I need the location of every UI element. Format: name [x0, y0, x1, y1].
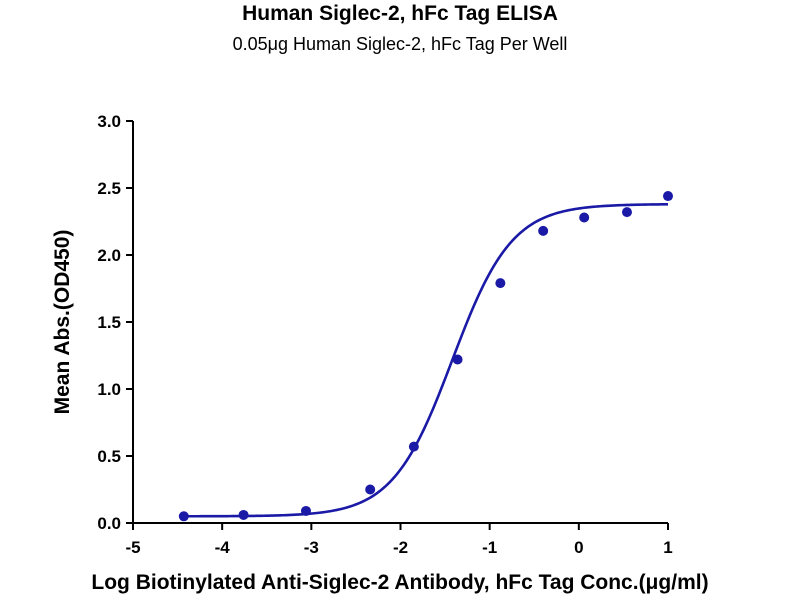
data-points: [178, 191, 673, 522]
y-tick-label: 0.0: [97, 514, 121, 533]
data-point: [579, 212, 590, 223]
y-tick-label: 3.0: [97, 112, 121, 131]
data-point: [408, 441, 419, 452]
y-tick-label: 2.0: [97, 246, 121, 265]
axes: [126, 120, 669, 530]
data-point: [663, 191, 673, 202]
data-point: [300, 505, 311, 516]
data-point: [238, 509, 249, 520]
y-axis-label: Mean Abs.(OD450): [51, 230, 74, 415]
tick-labels: -5 -4 -3 -2 -1 0 1 0.0 0.5 1.0 1.5 2.0 2.5 3.0: [97, 112, 672, 557]
data-point: [621, 207, 632, 218]
y-tick-label: 1.0: [97, 380, 121, 399]
chart-title: Human Siglec-2, hFc Tag ELISA: [242, 2, 558, 25]
x-tick-label: -1: [482, 538, 497, 557]
fit-curve: [183, 203, 669, 518]
data-point: [452, 354, 463, 365]
x-tick-label: -5: [125, 538, 140, 557]
x-tick-label: 0: [574, 538, 583, 557]
x-tick-label: 1: [663, 538, 672, 557]
x-axis-label: Log Biotinylated Anti-Siglec-2 Antibody,…: [91, 571, 708, 594]
x-tick-label: -4: [215, 538, 231, 557]
y-tick-label: 1.5: [97, 313, 121, 332]
y-tick-label: 0.5: [97, 447, 121, 466]
x-tick-label: -3: [304, 538, 319, 557]
y-tick-label: 2.5: [97, 179, 121, 198]
data-point: [178, 511, 189, 522]
data-point: [538, 225, 549, 236]
x-tick-label: -2: [393, 538, 408, 557]
data-point: [495, 278, 506, 289]
data-point: [365, 484, 376, 495]
chart-subtitle: 0.05μg Human Siglec-2, hFc Tag Per Well: [232, 34, 568, 54]
